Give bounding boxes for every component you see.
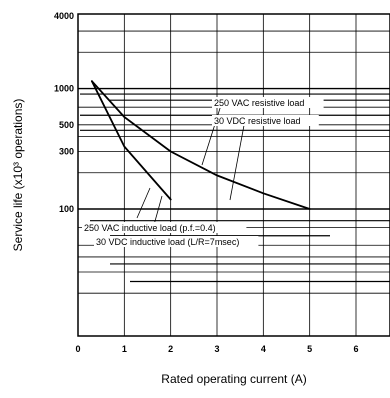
leader-line-2	[136, 187, 151, 219]
annotation-leaders	[136, 101, 246, 233]
x-tick-label-5: 5	[307, 344, 312, 354]
series-line-1	[91, 80, 311, 210]
annotation-label-1: 30 VDC resistive load	[214, 116, 301, 126]
x-tick-label-2: 2	[168, 344, 173, 354]
x-tick-label-1: 1	[122, 344, 127, 354]
plot-frame	[77, 13, 390, 337]
x-tick-label-0: 0	[75, 344, 80, 354]
y-axis-title: Service life (x10³ operations)	[11, 99, 25, 252]
series-line-3	[91, 80, 172, 201]
leader-line-1	[229, 119, 246, 201]
x-tick-label-3: 3	[214, 344, 219, 354]
leader-line-0	[201, 101, 223, 166]
annotation-label-0: 250 VAC resistive load	[214, 98, 304, 108]
annotation-bg-2	[82, 222, 247, 233]
annotation-bg-3	[94, 236, 259, 247]
y-tick-label-4000: 4000	[54, 11, 74, 21]
x-tick-label-6: 6	[353, 344, 358, 354]
grid-lines	[78, 14, 390, 336]
annotation-labels: 250 VAC resistive load 30 VDC resistive l…	[82, 97, 324, 247]
annotation-label-3: 30 VDC inductive load (L/R=7msec)	[96, 237, 239, 247]
y-tick-labels: 4000 1000 500 300 100	[54, 11, 74, 214]
x-tick-label-4: 4	[261, 344, 266, 354]
y-tick-label-1000: 1000	[54, 84, 74, 94]
annotation-bg-0	[212, 97, 324, 108]
x-axis-title: Rated operating current (A)	[161, 372, 306, 386]
x-tick-labels: 0 1 2 3 4 5 6	[75, 344, 358, 354]
annotation-label-2: 250 VAC inductive load (p.f.=0.4)	[84, 223, 216, 233]
series-line-2	[91, 80, 172, 201]
y-tick-label-300: 300	[59, 147, 74, 157]
series-group	[91, 80, 311, 210]
y-tick-label-100: 100	[59, 204, 74, 214]
annotation-bg-1	[212, 115, 319, 126]
y-tick-label-500: 500	[59, 120, 74, 130]
